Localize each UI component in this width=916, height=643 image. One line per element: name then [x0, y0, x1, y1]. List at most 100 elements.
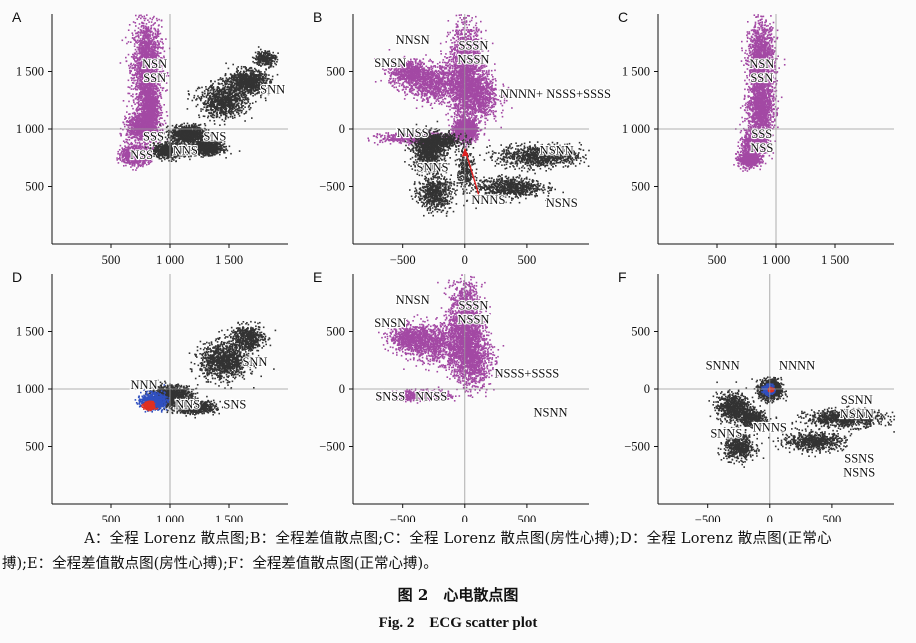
data-point	[134, 67, 136, 69]
data-point	[128, 86, 130, 88]
data-point	[157, 90, 159, 92]
data-point	[153, 50, 155, 52]
data-point	[138, 37, 140, 39]
data-point	[146, 104, 148, 106]
data-point	[158, 100, 160, 102]
data-point	[138, 86, 140, 88]
data-point	[138, 114, 140, 116]
data-point	[155, 50, 157, 52]
data-point	[141, 30, 143, 32]
data-point	[153, 88, 155, 90]
data-point	[156, 122, 158, 124]
data-point	[143, 52, 145, 54]
data-point	[143, 30, 145, 32]
data-point	[160, 87, 162, 89]
data-point	[148, 49, 150, 51]
data-point	[144, 40, 146, 42]
data-point	[137, 40, 139, 42]
data-point	[129, 134, 131, 136]
data-point	[139, 134, 141, 136]
data-point	[136, 51, 138, 53]
data-point	[156, 37, 158, 39]
data-point	[136, 111, 138, 113]
data-point	[132, 34, 134, 36]
data-point	[129, 121, 131, 123]
data-point	[162, 41, 164, 43]
data-point	[149, 116, 151, 118]
data-point	[122, 122, 124, 124]
data-point	[138, 49, 140, 51]
data-point	[128, 80, 130, 82]
data-point	[150, 38, 152, 40]
data-point	[135, 49, 137, 51]
data-point	[164, 120, 166, 122]
data-point	[131, 105, 133, 107]
data-point	[144, 31, 146, 33]
data-point	[133, 88, 135, 90]
data-point	[139, 41, 141, 43]
data-point	[139, 23, 141, 25]
data-point	[160, 112, 162, 114]
data-point	[154, 47, 156, 49]
data-point	[157, 29, 159, 31]
data-point	[162, 112, 164, 114]
data-point	[139, 142, 141, 144]
data-point	[129, 87, 131, 89]
data-point	[145, 28, 147, 30]
data-point	[146, 144, 148, 146]
data-point	[125, 57, 127, 59]
data-point	[124, 124, 126, 126]
data-point	[146, 110, 148, 112]
data-point	[130, 63, 132, 65]
data-point	[142, 114, 144, 116]
data-point	[155, 29, 157, 31]
data-point	[126, 61, 128, 63]
data-point	[167, 115, 169, 117]
data-point	[157, 55, 159, 57]
data-point	[149, 92, 151, 94]
data-point	[154, 114, 156, 116]
data-point	[145, 99, 147, 101]
data-point	[145, 107, 147, 109]
data-point	[143, 18, 145, 20]
data-point	[141, 42, 143, 44]
data-point	[140, 80, 142, 82]
data-point	[120, 135, 122, 137]
data-point	[133, 123, 135, 125]
data-point	[139, 77, 141, 79]
data-point	[151, 27, 153, 29]
data-point	[134, 69, 136, 71]
data-point	[139, 94, 141, 96]
data-point	[151, 109, 153, 111]
data-point	[156, 124, 158, 126]
data-point	[162, 90, 164, 92]
data-point	[148, 21, 150, 23]
data-point	[168, 75, 170, 77]
data-point	[127, 93, 129, 95]
data-point	[150, 109, 152, 111]
data-point	[138, 139, 140, 141]
data-point	[152, 17, 154, 19]
data-point	[135, 15, 137, 17]
data-point	[137, 81, 139, 83]
data-point	[148, 51, 150, 53]
data-point	[146, 86, 148, 88]
data-point	[128, 41, 130, 43]
data-point	[167, 72, 169, 74]
data-point	[160, 109, 162, 111]
data-point	[137, 89, 139, 91]
data-point	[152, 99, 154, 101]
data-point	[139, 113, 141, 115]
data-point	[156, 111, 158, 113]
data-point	[141, 73, 143, 75]
data-point	[145, 48, 147, 50]
data-point	[139, 74, 141, 76]
data-point	[147, 29, 149, 31]
data-point	[158, 115, 160, 117]
data-point	[134, 45, 136, 47]
data-point	[159, 107, 161, 109]
data-point	[143, 50, 145, 52]
data-point	[155, 118, 157, 120]
data-point	[143, 48, 145, 50]
data-point	[158, 46, 160, 48]
